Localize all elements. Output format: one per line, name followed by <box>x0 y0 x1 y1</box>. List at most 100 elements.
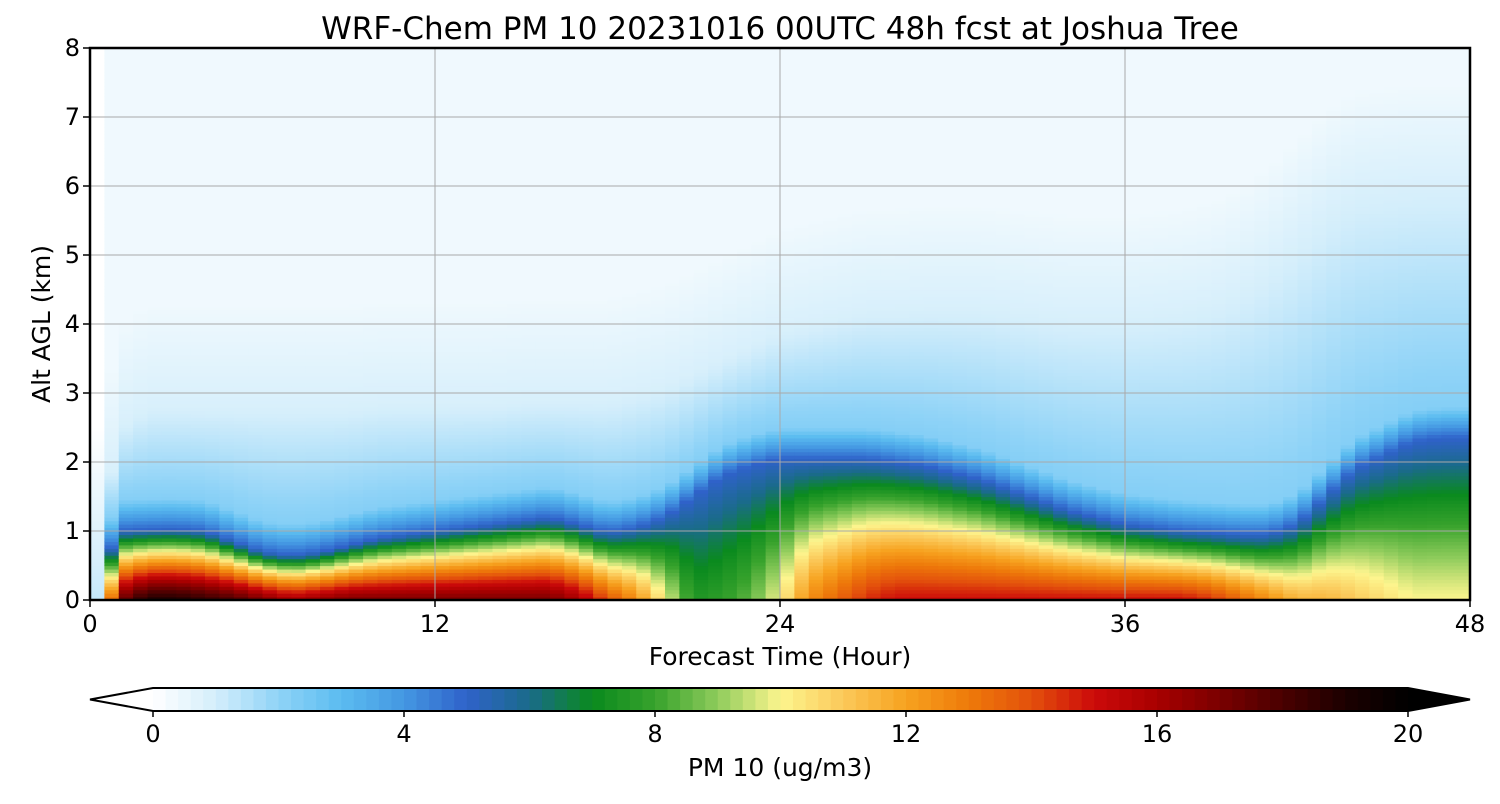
heatmap-cell <box>161 417 177 422</box>
heatmap-cell <box>463 479 479 484</box>
heatmap-cell <box>348 503 364 508</box>
heatmap-cell <box>190 351 206 356</box>
heatmap-cell <box>420 344 436 349</box>
heatmap-cell <box>420 534 436 539</box>
heatmap-cell <box>435 261 450 266</box>
heatmap-cell <box>363 503 379 508</box>
heatmap-cell <box>449 196 465 201</box>
heatmap-cell <box>276 458 292 463</box>
heatmap-cell <box>449 527 465 532</box>
heatmap-cell <box>176 424 192 429</box>
heatmap-cell <box>161 134 177 139</box>
heatmap-cell <box>190 113 206 118</box>
heatmap-cell <box>205 275 220 280</box>
heatmap-cell <box>406 72 422 77</box>
heatmap-cell <box>463 313 479 318</box>
heatmap-cell <box>190 330 206 335</box>
heatmap-cell <box>377 382 393 387</box>
heatmap-cell <box>420 444 436 449</box>
heatmap-cell <box>104 130 120 135</box>
heatmap-cell <box>133 103 149 108</box>
heatmap-cell <box>377 479 393 484</box>
heatmap-cell <box>147 103 163 108</box>
heatmap-cell <box>233 296 249 301</box>
heatmap-cell <box>377 92 393 97</box>
heatmap-cell <box>435 348 450 353</box>
heatmap-cell <box>521 275 537 280</box>
heatmap-cell <box>104 499 120 504</box>
heatmap-cell <box>291 313 307 318</box>
heatmap-cell <box>449 558 465 563</box>
heatmap-cell <box>506 175 522 180</box>
heatmap-cell <box>176 134 192 139</box>
heatmap-cell <box>506 234 522 239</box>
heatmap-cell <box>305 393 321 398</box>
heatmap-cell <box>478 589 494 594</box>
heatmap-cell <box>133 92 149 97</box>
heatmap-cell <box>219 410 235 415</box>
heatmap-cell <box>463 420 479 425</box>
heatmap-cell <box>190 413 206 418</box>
heatmap-cell <box>449 103 465 108</box>
heatmap-cell <box>104 217 120 222</box>
heatmap-cell <box>176 299 192 304</box>
heatmap-cell <box>420 465 436 470</box>
heatmap-cell <box>161 420 177 425</box>
heatmap-cell <box>463 386 479 391</box>
heatmap-cell <box>305 282 321 287</box>
heatmap-cell <box>90 241 105 246</box>
heatmap-cell <box>161 286 177 291</box>
heatmap-cell <box>391 79 407 84</box>
heatmap-cell <box>305 399 321 404</box>
heatmap-cell <box>435 230 450 235</box>
heatmap-cell <box>521 448 537 453</box>
heatmap-cell <box>147 437 163 442</box>
heatmap-cell <box>176 510 192 515</box>
heatmap-cell <box>506 344 522 349</box>
heatmap-cell <box>506 334 522 339</box>
heatmap-cell <box>291 82 307 87</box>
heatmap-cell <box>420 65 436 70</box>
heatmap-cell <box>104 562 120 567</box>
heatmap-cell <box>348 217 364 222</box>
heatmap-cell <box>205 424 220 429</box>
heatmap-cell <box>449 192 465 197</box>
heatmap-cell <box>276 255 292 260</box>
heatmap-cell <box>118 527 134 532</box>
heatmap-cell <box>118 144 134 149</box>
heatmap-cell <box>463 168 479 173</box>
heatmap-cell <box>420 186 436 191</box>
heatmap-cell <box>363 99 379 104</box>
heatmap-cell <box>233 444 249 449</box>
heatmap-cell <box>161 572 177 577</box>
heatmap-cell <box>406 265 422 270</box>
heatmap-cell <box>176 141 192 146</box>
heatmap-cell <box>377 424 393 429</box>
heatmap-cell <box>334 455 350 460</box>
heatmap-cell <box>506 475 522 480</box>
heatmap-cell <box>190 403 206 408</box>
heatmap-cell <box>118 472 134 477</box>
heatmap-cell <box>406 110 422 115</box>
heatmap-cell <box>118 562 134 567</box>
heatmap-cell <box>248 337 264 342</box>
heatmap-cell <box>463 513 479 518</box>
heatmap-cell <box>147 534 163 539</box>
heatmap-cell <box>363 68 379 73</box>
heatmap-cell <box>492 206 508 211</box>
heatmap-cell <box>133 58 149 63</box>
heatmap-cell <box>305 165 321 170</box>
heatmap-cell <box>90 137 105 142</box>
heatmap-cell <box>521 89 537 94</box>
heatmap-cell <box>190 565 206 570</box>
heatmap-cell <box>521 320 537 325</box>
heatmap-cell <box>190 524 206 529</box>
heatmap-cell <box>291 296 307 301</box>
heatmap-cell <box>377 355 393 360</box>
heatmap-cell <box>248 182 264 187</box>
heatmap-cell <box>449 482 465 487</box>
heatmap-cell <box>276 161 292 166</box>
heatmap-cell <box>506 534 522 539</box>
heatmap-cell <box>435 441 450 446</box>
heatmap-cell <box>478 351 494 356</box>
